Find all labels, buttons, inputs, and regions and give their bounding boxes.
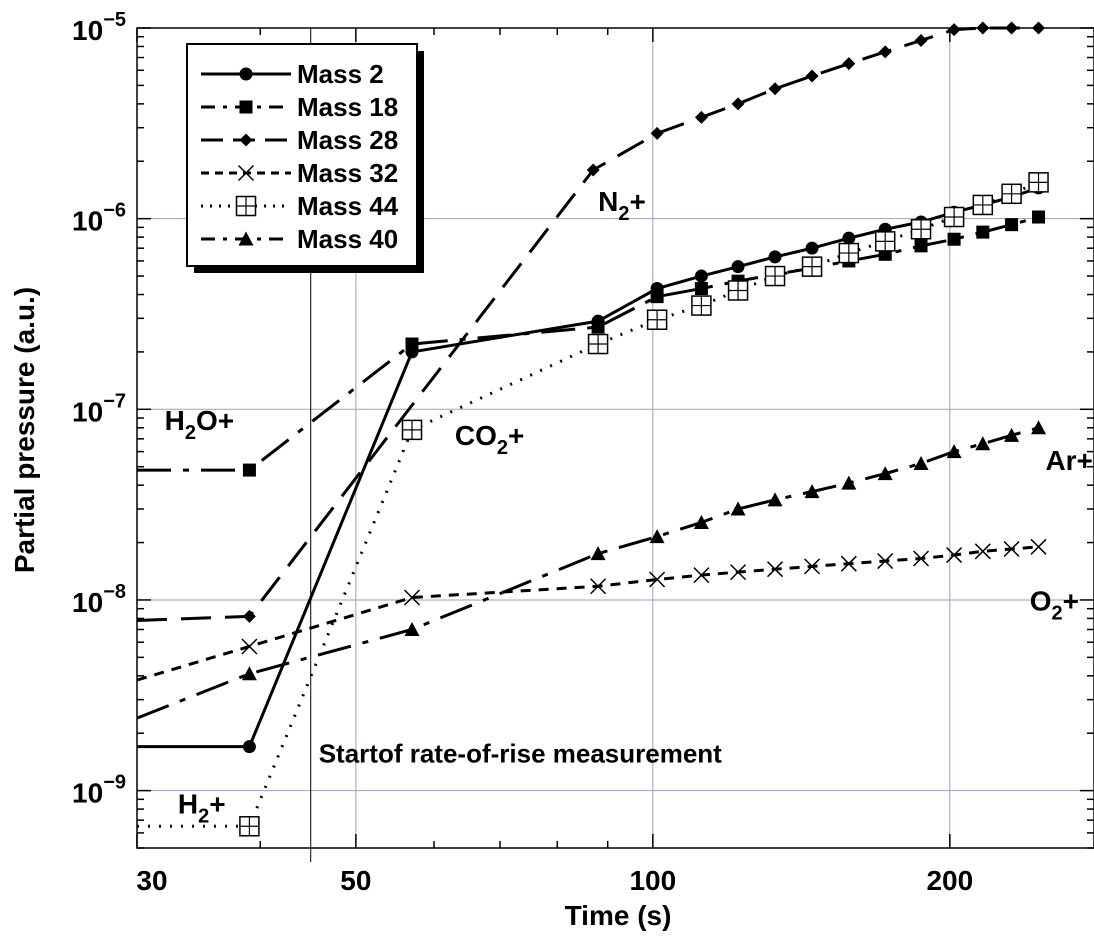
marker-square: [239, 100, 253, 114]
marker-diamond: [842, 57, 856, 71]
marker-square: [1032, 210, 1046, 224]
marker-circle: [731, 260, 745, 274]
marker-triangle: [693, 514, 709, 529]
marker-circle: [842, 231, 856, 245]
marker-x: [840, 555, 857, 572]
marker-triangle: [649, 529, 665, 544]
marker-diamond: [768, 82, 782, 96]
marker-x: [1030, 538, 1047, 555]
label-n2: N2+: [598, 186, 646, 225]
rate-of-rise-label: Startof rate-of-rise measurement: [319, 739, 722, 769]
marker-x: [767, 561, 784, 578]
y-tick-label: 10−7: [72, 390, 126, 427]
marker-x: [974, 543, 991, 560]
marker-triangle: [804, 484, 820, 499]
marker-x: [913, 550, 930, 567]
legend-label: Mass 2: [297, 59, 384, 89]
label-co2: CO2+: [455, 420, 524, 459]
legend-label: Mass 32: [297, 158, 398, 188]
marker-triangle: [730, 501, 746, 516]
marker-circle: [694, 269, 708, 283]
marker-diamond: [586, 163, 600, 177]
marker-x: [804, 558, 821, 575]
marker-diamond: [878, 45, 892, 59]
marker-x: [649, 571, 666, 588]
legend-label: Mass 28: [297, 125, 398, 155]
legend-label: Mass 18: [297, 92, 398, 122]
marker-diamond: [242, 609, 256, 623]
marker-x: [877, 553, 894, 570]
marker-diamond: [805, 69, 819, 83]
x-tick-label: 100: [629, 865, 676, 896]
x-tick-label: 200: [926, 865, 973, 896]
marker-circle: [768, 250, 782, 264]
label-h2: H2+: [178, 788, 226, 827]
marker-diamond: [239, 133, 253, 147]
marker-circle: [242, 740, 256, 754]
marker-x: [241, 638, 258, 655]
legend-label: Mass 44: [297, 191, 399, 221]
marker-x: [693, 567, 710, 584]
marker-triangle: [975, 436, 991, 451]
series-mass-44: [137, 172, 1049, 837]
marker-triangle: [1031, 420, 1047, 435]
marker-square: [405, 337, 419, 351]
marker-square: [914, 239, 928, 253]
series-line-mass-40: [136, 426, 1039, 720]
marker-triangle: [590, 546, 606, 561]
marker-x: [946, 547, 963, 564]
axis-ticks: 30 50 100 200 10−9 10−8 10−7 10−6 10−5: [72, 9, 1094, 896]
y-tick-label: 10−5: [72, 9, 126, 46]
series-line-mass-18: [137, 215, 1039, 472]
marker-x: [1003, 540, 1020, 558]
marker-square: [242, 463, 256, 477]
marker-triangle: [913, 455, 929, 470]
label-h2o: H2O+: [165, 405, 235, 444]
label-ar: Ar+: [1045, 445, 1092, 476]
y-axis-label: Partial pressure (a.u.): [9, 287, 40, 573]
marker-triangle: [877, 466, 893, 481]
annotations: N2+ CO2+ H2O+ Ar+ O2+ H2+: [165, 186, 1093, 828]
marker-x: [590, 578, 607, 595]
marker-x: [730, 564, 747, 581]
series-mass-40: [136, 420, 1047, 720]
y-tick-label: 10−9: [72, 772, 126, 809]
marker-square: [650, 290, 664, 304]
marker-diamond: [731, 97, 745, 111]
y-tick-label: 10−6: [72, 200, 126, 237]
marker-diamond: [650, 126, 664, 140]
x-axis-label: Time (s): [565, 900, 672, 931]
marker-triangle: [241, 666, 257, 681]
marker-triangle: [841, 475, 857, 490]
marker-x: [237, 164, 255, 182]
marker-circle: [805, 241, 819, 255]
label-o2: O2+: [1030, 586, 1079, 625]
marker-square: [947, 232, 961, 246]
marker-diamond: [947, 23, 961, 37]
marker-square: [976, 225, 990, 239]
x-tick-label: 50: [340, 865, 371, 896]
x-tick-label: 30: [136, 865, 167, 896]
marker-diamond: [694, 110, 708, 124]
plot-frame: [136, 27, 1094, 849]
marker-square: [591, 320, 605, 334]
marker-circle: [239, 67, 253, 81]
marker-square: [1005, 218, 1019, 232]
y-tick-label: 10−8: [72, 581, 126, 618]
marker-triangle: [946, 444, 962, 459]
marker-square: [694, 282, 708, 296]
marker-triangle: [404, 621, 420, 636]
marker-x: [403, 589, 421, 606]
marker-triangle: [1004, 427, 1020, 442]
legend-box: [186, 43, 418, 267]
legend-label: Mass 40: [297, 224, 398, 254]
marker-triangle: [238, 231, 254, 246]
marker-triangle: [767, 492, 783, 507]
marker-diamond: [914, 33, 928, 47]
